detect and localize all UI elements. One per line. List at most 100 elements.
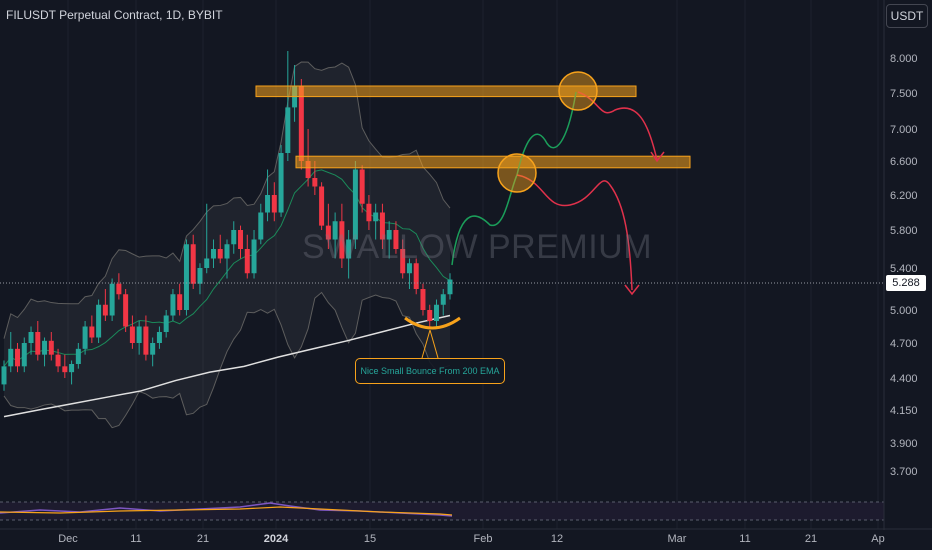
- candle-body: [102, 304, 108, 316]
- chart-title: FILUSDT Perpetual Contract, 1D, BYBIT: [6, 8, 223, 22]
- candle-body: [285, 107, 291, 153]
- currency-button[interactable]: USDT: [886, 4, 928, 28]
- candle-body: [136, 326, 142, 343]
- candle-body: [325, 225, 331, 240]
- resistance-zones: [255, 85, 691, 169]
- projection-paths: [451, 71, 665, 296]
- x-tick-label: 15: [364, 533, 376, 545]
- candle-body: [433, 304, 439, 321]
- candle-body: [238, 230, 244, 249]
- y-tick-label: 6.600: [890, 156, 918, 168]
- candle-body: [440, 294, 446, 305]
- arrow-head-2: [624, 284, 640, 296]
- candle-body: [319, 186, 325, 226]
- candle-body: [373, 212, 379, 222]
- y-tick-label: 4.700: [890, 338, 918, 350]
- x-tick-label: Ap: [871, 533, 884, 545]
- candle-body: [1, 366, 7, 385]
- candle-body: [420, 289, 426, 310]
- x-tick-label: Mar: [668, 533, 687, 545]
- annotation-pointer-2: [429, 329, 439, 359]
- x-tick-label: Dec: [58, 533, 78, 545]
- candle-body: [271, 195, 277, 213]
- candle-body: [42, 340, 48, 355]
- candle-body: [339, 221, 345, 259]
- candle-body: [427, 310, 433, 321]
- candle-body: [251, 239, 257, 274]
- resistance-zone: [295, 155, 691, 169]
- x-tick-label: Feb: [474, 533, 493, 545]
- x-tick-label: 11: [130, 533, 141, 545]
- y-tick-label: 3.700: [890, 466, 918, 478]
- y-tick-label: 5.800: [890, 225, 918, 237]
- oscillator-panel: [0, 501, 884, 521]
- x-tick-label: 21: [197, 533, 209, 545]
- x-tick-label: 12: [551, 533, 563, 545]
- band-upper: [3, 61, 451, 339]
- candle-body: [359, 169, 365, 204]
- candle-body: [386, 230, 392, 240]
- candle-body: [393, 230, 399, 249]
- candle-body: [224, 244, 230, 259]
- candle-body: [190, 244, 196, 284]
- candle-body: [150, 343, 156, 355]
- candle-body: [55, 354, 61, 367]
- candle-body: [82, 326, 88, 349]
- candle-body: [62, 366, 68, 373]
- bounce-arc: [404, 316, 461, 330]
- candle-body: [129, 326, 135, 343]
- candle-body: [8, 348, 14, 367]
- y-axis-ticks: 8.000 7.500 7.000 6.600 6.200 5.800 5.400 5.000…: [890, 53, 918, 478]
- y-tick-label: 7.500: [890, 88, 918, 100]
- ema-line: [3, 314, 451, 418]
- y-tick-label: 6.200: [890, 190, 918, 202]
- candle-body: [204, 258, 210, 268]
- candle-body: [305, 161, 311, 178]
- last-price-tag: 5.288: [886, 275, 926, 291]
- x-tick-label: 21: [805, 533, 817, 545]
- x-axis-ticks: Dec 11 21 2024 15 Feb 12 Mar 11 21 Ap: [58, 533, 885, 545]
- y-tick-label: 4.400: [890, 373, 918, 385]
- candle-body: [69, 364, 75, 373]
- candle-body: [123, 294, 129, 327]
- arrow-head-1: [650, 151, 665, 163]
- candle-body: [406, 263, 412, 274]
- projection-down-2: [516, 174, 633, 291]
- candle-body: [346, 239, 352, 259]
- candle-body: [197, 268, 203, 284]
- candle-body: [177, 294, 183, 310]
- candle-body: [278, 153, 284, 213]
- candle-body: [400, 249, 406, 274]
- candle-body: [352, 169, 358, 240]
- candle-body: [28, 332, 34, 343]
- candle-body: [163, 315, 169, 332]
- y-tick-label: 4.150: [890, 405, 918, 417]
- candle-body: [312, 178, 318, 187]
- watermark: SWALLOW PREMIUM: [302, 228, 653, 266]
- candle-body: [89, 326, 95, 338]
- annotation-pointer: [421, 329, 431, 359]
- y-tick-label: 7.000: [890, 124, 918, 136]
- candle-body: [332, 221, 338, 240]
- candle-body: [231, 230, 237, 245]
- candle-body: [170, 294, 176, 316]
- candle-body: [21, 343, 27, 367]
- resistance-zone: [255, 85, 637, 98]
- x-tick-label: 2024: [264, 533, 289, 545]
- candle-body: [75, 348, 81, 364]
- candle-body: [143, 326, 149, 355]
- candle-body: [379, 212, 385, 240]
- y-tick-label: 5.400: [890, 263, 918, 275]
- candle-body: [156, 332, 162, 343]
- y-tick-label: 5.000: [890, 305, 918, 317]
- annotation-label: Nice Small Bounce From 200 EMA: [355, 358, 505, 384]
- candle-body: [217, 249, 223, 259]
- candle-body: [48, 340, 54, 355]
- candlestick-series: [1, 51, 453, 391]
- target-circle-1: [558, 71, 598, 111]
- candle-body: [447, 279, 453, 295]
- projection-up-1: [451, 174, 518, 266]
- candle-body: [258, 212, 264, 240]
- candle-body: [210, 249, 216, 259]
